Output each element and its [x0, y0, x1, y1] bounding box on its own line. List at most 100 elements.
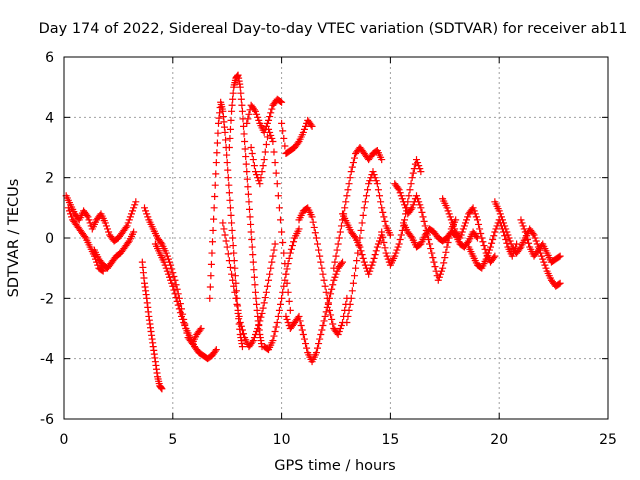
data-point [307, 121, 315, 129]
data-point [263, 133, 271, 141]
data-point [333, 246, 341, 254]
data-point [295, 312, 303, 320]
data-point [253, 300, 261, 308]
data-point [342, 198, 350, 206]
data-point [392, 249, 400, 257]
data-point [518, 219, 526, 227]
data-point [417, 168, 425, 176]
data-point [178, 312, 186, 320]
data-point [333, 267, 341, 275]
data-point [266, 113, 274, 121]
data-point [372, 247, 380, 255]
data-point [522, 232, 530, 240]
data-point [212, 159, 220, 167]
data-point [501, 222, 509, 230]
data-point [503, 228, 511, 236]
data-point [394, 243, 402, 251]
data-point [225, 257, 233, 265]
data-point [240, 122, 248, 130]
data-point [331, 273, 339, 281]
data-point [266, 270, 274, 278]
data-point [401, 201, 409, 209]
data-point [235, 312, 243, 320]
data-point [268, 105, 276, 113]
data-point [399, 198, 407, 206]
data-point [169, 269, 177, 277]
data-point [174, 301, 182, 309]
data-point [555, 280, 563, 288]
data-point [396, 236, 404, 244]
data-point [272, 323, 280, 331]
data-point [361, 198, 369, 206]
data-point [269, 252, 277, 260]
data-point [361, 261, 369, 269]
data-point [418, 208, 426, 216]
data-point [68, 213, 76, 221]
series-arc-25 [517, 216, 564, 266]
data-point [176, 309, 184, 317]
data-point [350, 154, 358, 162]
data-point [278, 228, 286, 236]
data-point [126, 213, 134, 221]
data-point [330, 264, 338, 272]
data-point [279, 288, 287, 296]
data-point [500, 219, 508, 227]
data-point [249, 251, 257, 259]
data-point [370, 171, 378, 179]
data-point [339, 258, 347, 266]
data-point [479, 238, 487, 246]
data-point [434, 276, 442, 284]
x-tick-labels: 0 5 10 15 20 25 [60, 432, 617, 448]
data-point [393, 246, 401, 254]
data-point [226, 204, 234, 212]
data-point [481, 245, 489, 253]
data-point [529, 229, 537, 237]
data-point [278, 294, 286, 302]
data-point [196, 326, 204, 334]
data-point [172, 281, 180, 289]
data-point [382, 249, 390, 257]
data-point [231, 264, 239, 272]
data-point [290, 238, 298, 246]
data-point [86, 219, 94, 227]
data-point [211, 193, 219, 201]
data-point [328, 285, 336, 293]
data-point [394, 184, 402, 192]
data-point [210, 204, 218, 212]
data-point [247, 144, 255, 151]
data-point [275, 204, 283, 212]
data-point [234, 306, 242, 314]
data-point [335, 328, 343, 336]
data-point [345, 306, 353, 314]
data-point [269, 337, 277, 345]
data-point [303, 344, 311, 352]
data-point [253, 110, 261, 118]
data-point [132, 198, 140, 206]
data-point [440, 259, 448, 267]
data-point [250, 334, 258, 342]
data-point [496, 210, 504, 218]
data-point [365, 180, 373, 188]
data-point [331, 258, 339, 266]
y-tick-label: -4 [40, 352, 54, 368]
data-point [315, 246, 323, 254]
data-point [249, 337, 257, 345]
data-point [530, 231, 538, 239]
y-tick-label: -6 [40, 412, 54, 428]
data-point [173, 297, 181, 305]
data-point [286, 306, 294, 314]
data-point [124, 239, 132, 247]
data-point [442, 248, 450, 256]
series-arc-1 [62, 192, 140, 245]
data-point [255, 116, 263, 124]
data-point [296, 317, 304, 325]
data-point [383, 252, 391, 260]
data-point [364, 186, 372, 194]
data-point [294, 139, 302, 147]
data-point [507, 240, 515, 248]
data-point [180, 318, 188, 326]
data-point [272, 169, 280, 177]
data-point [222, 237, 230, 245]
data-point [409, 201, 417, 209]
